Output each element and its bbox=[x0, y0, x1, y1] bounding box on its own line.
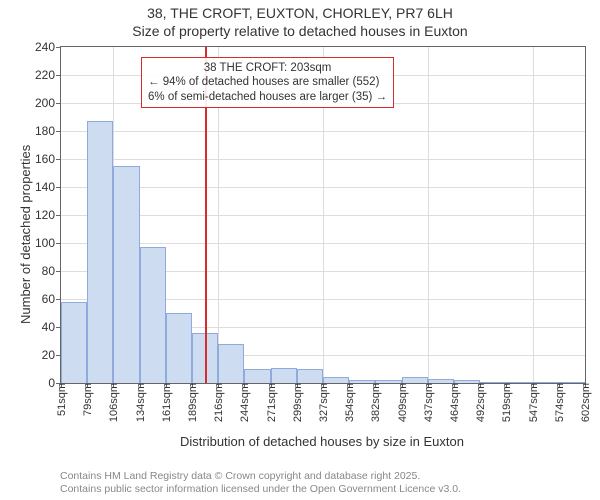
annotation-line: 6% of semi-detached houses are larger (3… bbox=[148, 90, 387, 104]
xtick-label: 409sqm bbox=[395, 383, 409, 422]
histogram-bar bbox=[271, 368, 297, 383]
xtick-label: 134sqm bbox=[133, 383, 147, 422]
histogram-bar bbox=[244, 369, 270, 383]
annotation-line: ← 94% of detached houses are smaller (55… bbox=[148, 75, 387, 89]
xtick-label: 547sqm bbox=[526, 383, 540, 422]
xtick-label: 106sqm bbox=[106, 383, 120, 422]
histogram-bar bbox=[375, 380, 401, 383]
histogram-bar bbox=[87, 121, 113, 383]
xtick-label: 161sqm bbox=[159, 383, 173, 422]
xtick-label: 271sqm bbox=[264, 383, 278, 422]
attribution-line-1: Contains HM Land Registry data © Crown c… bbox=[60, 470, 592, 483]
histogram-bar bbox=[533, 382, 559, 383]
histogram-bar bbox=[480, 382, 506, 383]
histogram-bar bbox=[323, 377, 349, 383]
xtick-label: 382sqm bbox=[368, 383, 382, 422]
ytick-label: 200 bbox=[35, 96, 61, 110]
histogram-bar bbox=[297, 369, 323, 383]
xtick-label: 79sqm bbox=[80, 383, 94, 416]
xtick-label: 354sqm bbox=[342, 383, 356, 422]
ytick-label: 160 bbox=[35, 152, 61, 166]
y-axis-title: Number of detached properties bbox=[18, 145, 33, 324]
xtick-label: 519sqm bbox=[499, 383, 513, 422]
xtick-label: 437sqm bbox=[421, 383, 435, 422]
histogram-bar bbox=[61, 302, 87, 383]
histogram-bar bbox=[166, 313, 192, 383]
annotation-box: 38 THE CROFT: 203sqm← 94% of detached ho… bbox=[141, 57, 394, 108]
histogram-bar bbox=[559, 382, 585, 383]
xtick-label: 51sqm bbox=[54, 383, 68, 416]
ytick-label: 100 bbox=[35, 236, 61, 250]
xtick-label: 574sqm bbox=[552, 383, 566, 422]
histogram-bar bbox=[402, 377, 428, 383]
xtick-label: 244sqm bbox=[237, 383, 251, 422]
x-axis-title: Distribution of detached houses by size … bbox=[60, 434, 584, 449]
histogram-bar bbox=[428, 379, 454, 383]
title-line-2: Size of property relative to detached ho… bbox=[0, 22, 600, 40]
xtick-label: 464sqm bbox=[447, 383, 461, 422]
histogram-bar bbox=[506, 382, 532, 383]
ytick-label: 60 bbox=[42, 292, 61, 306]
gridline-v bbox=[533, 47, 534, 383]
ytick-label: 120 bbox=[35, 208, 61, 222]
attribution: Contains HM Land Registry data © Crown c… bbox=[60, 470, 592, 496]
attribution-line-2: Contains public sector information licen… bbox=[60, 483, 592, 496]
ytick-label: 140 bbox=[35, 180, 61, 194]
histogram-bar bbox=[349, 380, 375, 383]
histogram-bar bbox=[140, 247, 166, 383]
ytick-label: 20 bbox=[42, 348, 61, 362]
title-line-1: 38, THE CROFT, EUXTON, CHORLEY, PR7 6LH bbox=[0, 4, 600, 22]
xtick-label: 189sqm bbox=[185, 383, 199, 422]
ytick-label: 80 bbox=[42, 264, 61, 278]
gridline-v bbox=[428, 47, 429, 383]
ytick-label: 220 bbox=[35, 68, 61, 82]
histogram-bar bbox=[454, 380, 480, 383]
xtick-label: 602sqm bbox=[578, 383, 592, 422]
annotation-line: 38 THE CROFT: 203sqm bbox=[148, 61, 387, 75]
ytick-label: 240 bbox=[35, 40, 61, 54]
xtick-label: 327sqm bbox=[316, 383, 330, 422]
ytick-label: 40 bbox=[42, 320, 61, 334]
xtick-label: 492sqm bbox=[473, 383, 487, 422]
xtick-label: 299sqm bbox=[290, 383, 304, 422]
histogram-bar bbox=[113, 166, 139, 383]
ytick-label: 180 bbox=[35, 124, 61, 138]
chart-plot-area: 02040608010012014016018020022024051sqm79… bbox=[60, 46, 586, 384]
histogram-bar bbox=[218, 344, 244, 383]
xtick-label: 216sqm bbox=[211, 383, 225, 422]
